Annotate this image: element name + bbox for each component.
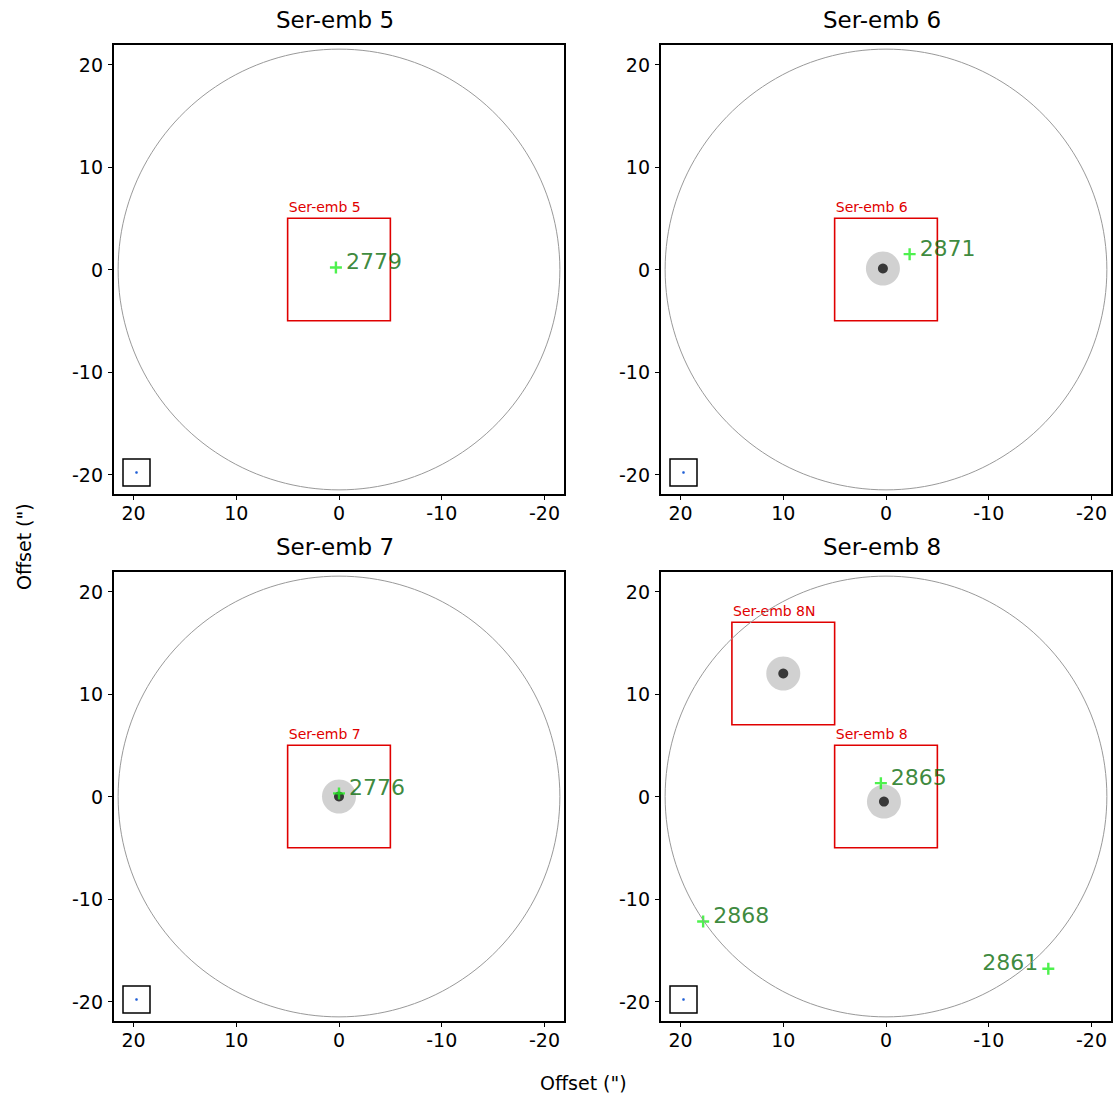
svg-text:-20: -20 xyxy=(619,991,650,1013)
svg-text:0: 0 xyxy=(880,1029,892,1051)
svg-text:-10: -10 xyxy=(973,1029,1004,1051)
svg-text:2868: 2868 xyxy=(713,903,769,928)
svg-text:10: 10 xyxy=(224,1029,248,1051)
svg-text:0: 0 xyxy=(638,259,650,281)
svg-text:-10: -10 xyxy=(72,361,103,383)
svg-text:0: 0 xyxy=(638,786,650,808)
svg-text:Ser-emb 6: Ser-emb 6 xyxy=(823,7,941,33)
svg-text:10: 10 xyxy=(79,156,103,178)
svg-text:-20: -20 xyxy=(529,502,560,524)
svg-text:-10: -10 xyxy=(619,888,650,910)
svg-text:2776: 2776 xyxy=(349,775,405,800)
svg-text:-10: -10 xyxy=(973,502,1004,524)
svg-text:10: 10 xyxy=(626,156,650,178)
svg-text:10: 10 xyxy=(771,1029,795,1051)
svg-text:10: 10 xyxy=(626,683,650,705)
svg-text:-20: -20 xyxy=(529,1029,560,1051)
svg-text:-10: -10 xyxy=(619,361,650,383)
svg-text:20: 20 xyxy=(121,502,145,524)
svg-text:0: 0 xyxy=(880,502,892,524)
svg-text:10: 10 xyxy=(771,502,795,524)
svg-text:20: 20 xyxy=(79,54,103,76)
svg-text:10: 10 xyxy=(224,502,248,524)
svg-text:Offset ("): Offset (") xyxy=(540,1072,627,1094)
svg-text:2865: 2865 xyxy=(891,765,947,790)
svg-text:0: 0 xyxy=(333,502,345,524)
svg-text:0: 0 xyxy=(91,259,103,281)
svg-text:2779: 2779 xyxy=(346,249,402,274)
svg-text:20: 20 xyxy=(626,581,650,603)
svg-text:-20: -20 xyxy=(619,464,650,486)
svg-text:10: 10 xyxy=(79,683,103,705)
svg-text:Ser-emb 7: Ser-emb 7 xyxy=(289,726,361,742)
svg-text:0: 0 xyxy=(91,786,103,808)
svg-text:Ser-emb 6: Ser-emb 6 xyxy=(836,199,908,215)
svg-text:Ser-emb 8: Ser-emb 8 xyxy=(823,534,941,560)
svg-text:Ser-emb 5: Ser-emb 5 xyxy=(289,199,361,215)
svg-text:20: 20 xyxy=(626,54,650,76)
svg-text:-20: -20 xyxy=(1076,1029,1107,1051)
svg-text:-10: -10 xyxy=(426,502,457,524)
svg-text:Offset ("): Offset (") xyxy=(13,503,35,590)
svg-text:Ser-emb 5: Ser-emb 5 xyxy=(276,7,394,33)
svg-text:2871: 2871 xyxy=(920,236,976,261)
svg-text:Ser-emb 8: Ser-emb 8 xyxy=(836,726,908,742)
svg-text:-20: -20 xyxy=(1076,502,1107,524)
svg-text:20: 20 xyxy=(121,1029,145,1051)
svg-text:Ser-emb 7: Ser-emb 7 xyxy=(276,534,394,560)
svg-text:-10: -10 xyxy=(72,888,103,910)
svg-text:20: 20 xyxy=(668,502,692,524)
svg-text:-20: -20 xyxy=(72,991,103,1013)
svg-text:-20: -20 xyxy=(72,464,103,486)
svg-text:-10: -10 xyxy=(426,1029,457,1051)
svg-text:20: 20 xyxy=(79,581,103,603)
svg-text:20: 20 xyxy=(668,1029,692,1051)
svg-text:2861: 2861 xyxy=(982,950,1038,975)
svg-text:0: 0 xyxy=(333,1029,345,1051)
svg-text:Ser-emb 8N: Ser-emb 8N xyxy=(733,603,816,620)
